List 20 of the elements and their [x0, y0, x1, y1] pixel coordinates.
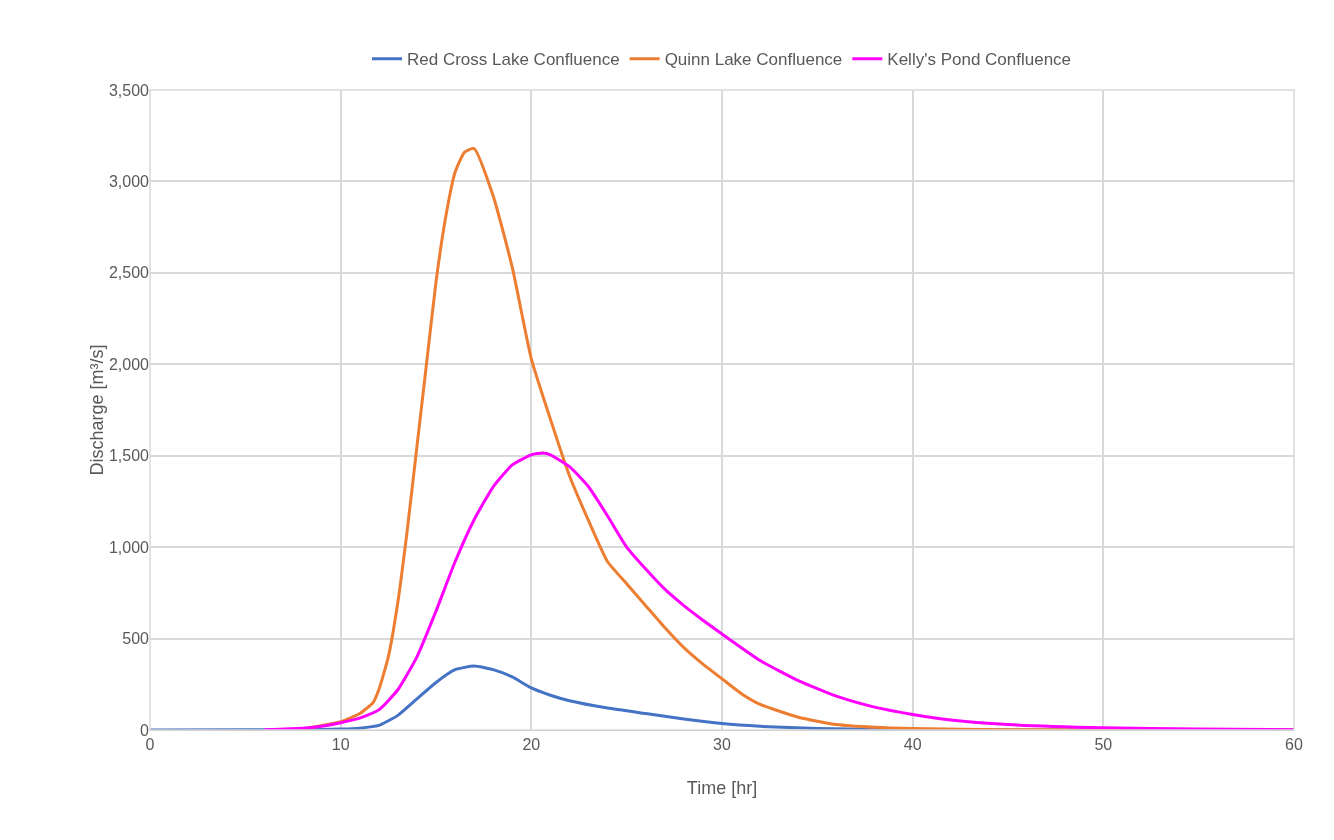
legend-label: Red Cross Lake Confluence — [407, 50, 620, 70]
y-tick-label: 2,000 — [108, 355, 150, 373]
y-tick-label: 2,500 — [108, 264, 150, 282]
x-tick-label: 30 — [713, 736, 731, 754]
x-tick-label: 20 — [522, 736, 541, 754]
y-tick-label: 500 — [122, 630, 150, 648]
x-tick-label: 50 — [1094, 736, 1113, 754]
x-axis-title: Time [hr] — [686, 778, 758, 798]
x-tick-label: 60 — [1285, 736, 1303, 754]
y-tick-label: 1,500 — [108, 447, 150, 465]
y-tick-label: 3,000 — [108, 173, 150, 191]
legend-label: Quinn Lake Confluence — [664, 50, 843, 70]
legend-label: Kelly's Pond Confluence — [887, 50, 1072, 70]
y-axis-title: Discharge [m³/s] — [86, 344, 107, 476]
y-tick-label: 0 — [140, 721, 150, 739]
y-tick-label: 3,500 — [108, 81, 150, 99]
x-tick-label: 40 — [903, 736, 922, 754]
y-tick-label: 1,000 — [108, 538, 150, 556]
x-tick-label: 10 — [331, 736, 350, 754]
line-series — [262, 451, 1294, 730]
